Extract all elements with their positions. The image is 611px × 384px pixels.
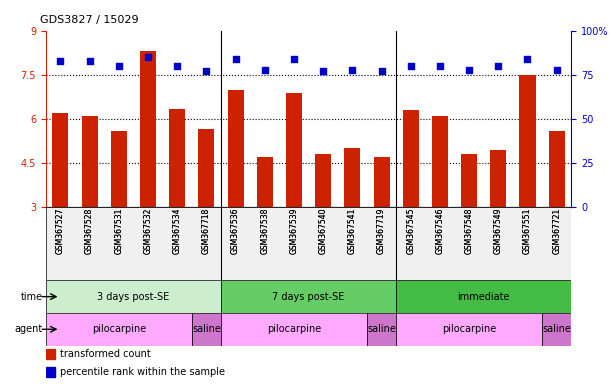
Bar xyxy=(46,367,55,377)
Text: 3 days post-SE: 3 days post-SE xyxy=(97,291,169,302)
Bar xyxy=(373,157,390,207)
Text: GSM367528: GSM367528 xyxy=(85,207,94,253)
Text: pilocarpine: pilocarpine xyxy=(92,324,146,334)
Text: GSM367540: GSM367540 xyxy=(319,207,327,254)
Text: saline: saline xyxy=(367,324,396,334)
Text: GSM367545: GSM367545 xyxy=(406,207,415,254)
Text: immediate: immediate xyxy=(458,291,510,302)
Bar xyxy=(53,113,68,207)
Text: GSM367721: GSM367721 xyxy=(552,207,561,253)
Text: GSM367538: GSM367538 xyxy=(260,207,269,254)
Point xyxy=(114,63,123,69)
FancyBboxPatch shape xyxy=(46,313,192,346)
Text: GSM367540: GSM367540 xyxy=(319,207,327,254)
FancyBboxPatch shape xyxy=(396,280,571,313)
FancyBboxPatch shape xyxy=(46,280,221,313)
FancyBboxPatch shape xyxy=(542,313,571,346)
Text: agent: agent xyxy=(15,324,43,334)
Text: GSM367528: GSM367528 xyxy=(85,207,94,253)
Text: GSM367539: GSM367539 xyxy=(290,207,298,254)
Text: GSM367546: GSM367546 xyxy=(436,207,444,254)
Text: saline: saline xyxy=(192,324,221,334)
Text: GSM367718: GSM367718 xyxy=(202,207,211,253)
Text: GSM367536: GSM367536 xyxy=(231,207,240,254)
Point xyxy=(406,63,415,69)
Text: GSM367548: GSM367548 xyxy=(464,207,474,254)
Bar xyxy=(461,154,477,207)
Bar xyxy=(199,129,214,207)
FancyBboxPatch shape xyxy=(221,280,396,313)
Point xyxy=(552,66,562,73)
Point xyxy=(464,66,474,73)
Text: GSM367551: GSM367551 xyxy=(523,207,532,254)
Point xyxy=(85,58,95,64)
Bar xyxy=(227,89,244,207)
Bar xyxy=(345,149,360,207)
Bar xyxy=(490,150,507,207)
Text: GSM367534: GSM367534 xyxy=(173,207,181,254)
Text: GSM367541: GSM367541 xyxy=(348,207,357,254)
Point xyxy=(494,63,503,69)
FancyBboxPatch shape xyxy=(396,313,542,346)
Point xyxy=(289,56,299,62)
Text: saline: saline xyxy=(542,324,571,334)
Bar xyxy=(549,131,565,207)
Text: GSM367532: GSM367532 xyxy=(144,207,153,254)
Text: GSM367536: GSM367536 xyxy=(231,207,240,254)
Bar xyxy=(111,131,127,207)
Point xyxy=(172,63,182,69)
Text: GSM367532: GSM367532 xyxy=(144,207,153,254)
Text: GSM367531: GSM367531 xyxy=(114,207,123,254)
Text: GSM367551: GSM367551 xyxy=(523,207,532,254)
Text: pilocarpine: pilocarpine xyxy=(442,324,496,334)
Text: GSM367539: GSM367539 xyxy=(290,207,298,254)
Text: transformed count: transformed count xyxy=(60,349,151,359)
Point xyxy=(522,56,532,62)
Bar xyxy=(403,110,419,207)
Bar xyxy=(82,116,98,207)
Text: GSM367541: GSM367541 xyxy=(348,207,357,254)
Text: GSM367531: GSM367531 xyxy=(114,207,123,254)
Point xyxy=(260,66,269,73)
Text: GSM367721: GSM367721 xyxy=(552,207,561,253)
Point xyxy=(231,56,241,62)
Point xyxy=(348,66,357,73)
Bar xyxy=(286,93,302,207)
Bar xyxy=(46,349,55,359)
Point xyxy=(143,54,153,60)
FancyBboxPatch shape xyxy=(46,207,571,280)
Text: GSM367527: GSM367527 xyxy=(56,207,65,254)
Text: pilocarpine: pilocarpine xyxy=(267,324,321,334)
Bar xyxy=(169,109,185,207)
Text: GSM367545: GSM367545 xyxy=(406,207,415,254)
Text: GSM367718: GSM367718 xyxy=(202,207,211,253)
Bar xyxy=(315,154,331,207)
Text: GDS3827 / 15029: GDS3827 / 15029 xyxy=(40,15,138,25)
Bar xyxy=(519,75,535,207)
Bar xyxy=(257,157,273,207)
Text: GSM367549: GSM367549 xyxy=(494,207,503,254)
Point xyxy=(318,68,328,74)
Text: GSM367719: GSM367719 xyxy=(377,207,386,254)
Text: percentile rank within the sample: percentile rank within the sample xyxy=(60,367,225,377)
Text: GSM367548: GSM367548 xyxy=(464,207,474,254)
Bar xyxy=(432,116,448,207)
Bar xyxy=(140,51,156,207)
Text: GSM367549: GSM367549 xyxy=(494,207,503,254)
FancyBboxPatch shape xyxy=(192,313,221,346)
FancyBboxPatch shape xyxy=(367,313,396,346)
Point xyxy=(376,68,386,74)
Text: GSM367546: GSM367546 xyxy=(436,207,444,254)
Text: GSM367538: GSM367538 xyxy=(260,207,269,254)
FancyBboxPatch shape xyxy=(221,313,367,346)
Text: GSM367527: GSM367527 xyxy=(56,207,65,254)
Text: time: time xyxy=(21,291,43,302)
Point xyxy=(435,63,445,69)
Text: GSM367534: GSM367534 xyxy=(173,207,181,254)
Point xyxy=(56,58,65,64)
Text: 7 days post-SE: 7 days post-SE xyxy=(273,291,345,302)
Text: GSM367719: GSM367719 xyxy=(377,207,386,254)
Point xyxy=(202,68,211,74)
